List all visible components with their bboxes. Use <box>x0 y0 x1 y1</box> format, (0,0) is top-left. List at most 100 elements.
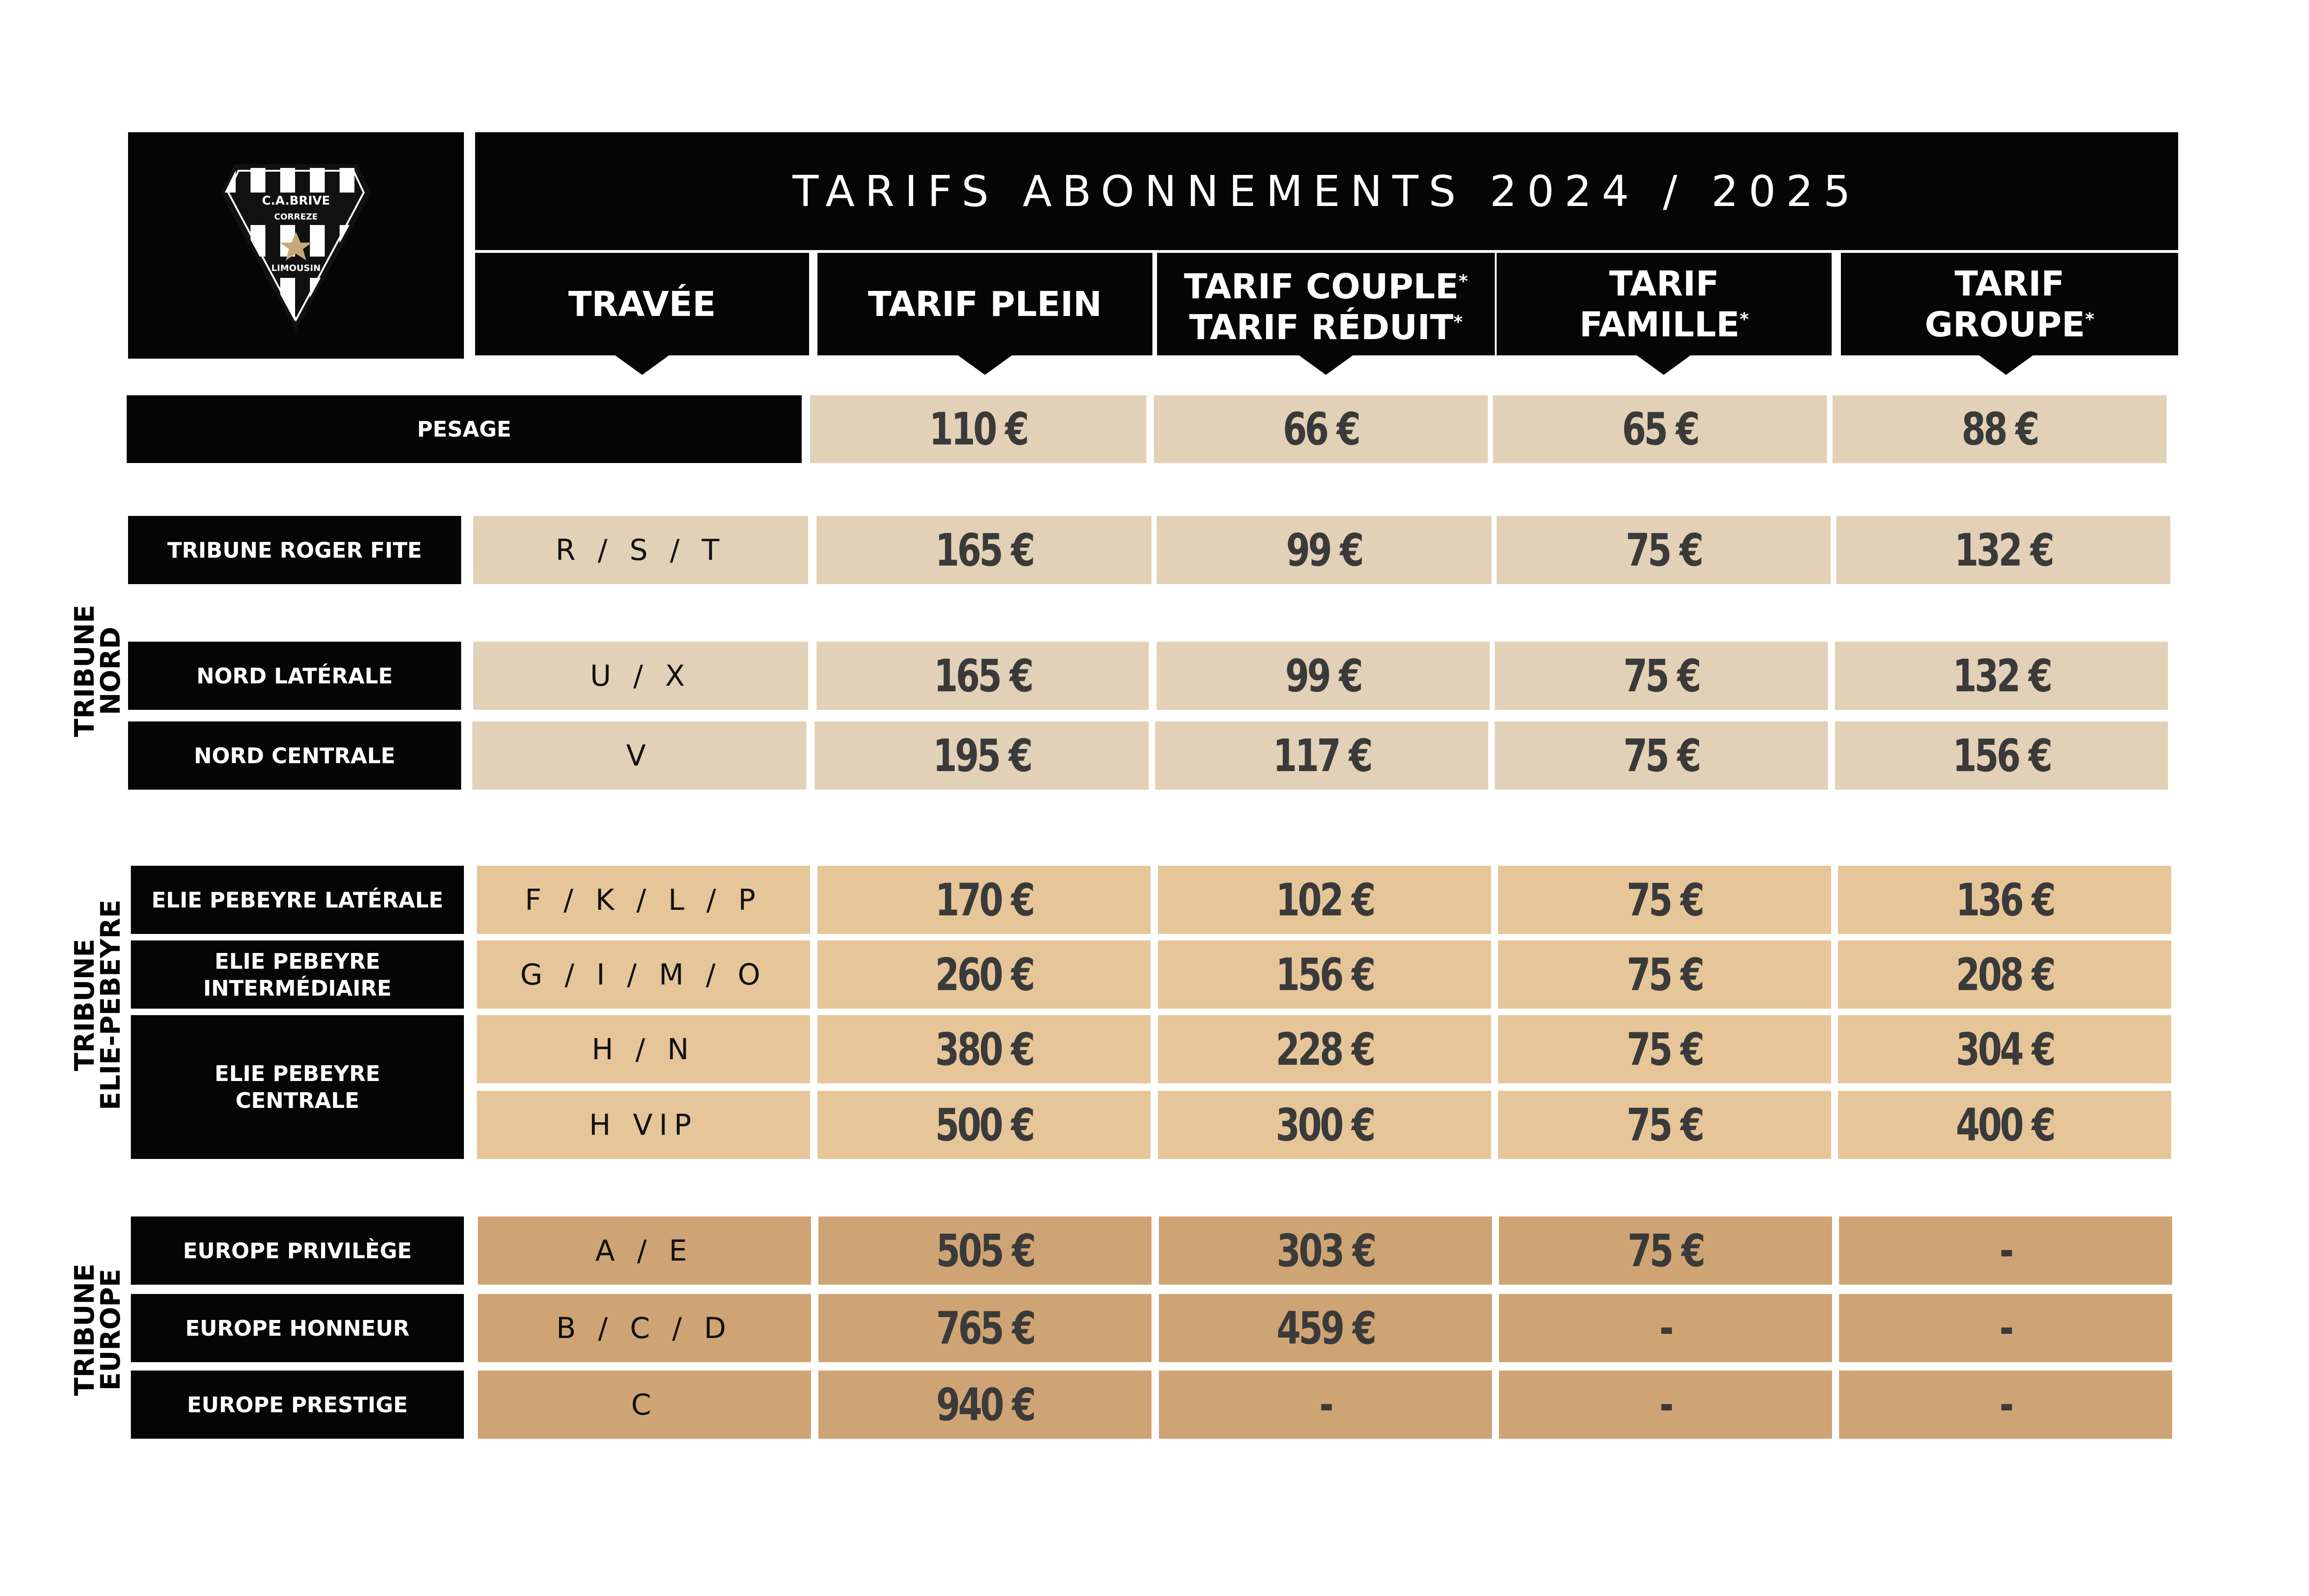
price-value: 99 € <box>1285 650 1363 702</box>
row-label-line-1: ELIE PEBEYRE <box>214 948 380 974</box>
price-cell-plein: 110 € <box>810 395 1146 463</box>
header-famille-label-2: FAMILLE <box>1579 304 1740 345</box>
price-cell-groupe: 132 € <box>1835 642 2168 710</box>
price-value: - <box>1319 1378 1334 1431</box>
club-logo-panel: C.A.BRIVE CORREZE LIMOUSIN <box>128 132 464 359</box>
price-value: 940 € <box>936 1378 1036 1431</box>
travee-cell: B / C / D <box>478 1294 811 1362</box>
group-label-tribune-europe: TRIBUNE EUROPE <box>69 1237 126 1422</box>
header-tarif-famille: TARIF FAMILLE* <box>1497 253 1832 355</box>
price-cell-plein: 165 € <box>817 516 1151 584</box>
row-label-line-2: CENTRALE <box>235 1088 360 1113</box>
price-cell-famille: - <box>1499 1371 1832 1439</box>
header-plein-label: TARIF PLEIN <box>868 284 1102 324</box>
club-crest-icon: C.A.BRIVE CORREZE LIMOUSIN <box>220 164 372 331</box>
price-cell-famille: - <box>1499 1294 1832 1362</box>
travee-value: B / C / D <box>556 1311 733 1345</box>
row-label-nord-centrale: NORD CENTRALE <box>128 721 461 790</box>
price-value: 380 € <box>935 1023 1035 1075</box>
travee-cell: V <box>472 721 806 790</box>
price-value: 208 € <box>1955 948 2056 1001</box>
header-travee-pointer-icon <box>615 355 669 375</box>
row-label-text: EUROPE HONNEUR <box>185 1315 410 1341</box>
travee-cell: A / E <box>478 1216 811 1285</box>
price-cell-couple: 99 € <box>1157 516 1492 584</box>
price-value: 400 € <box>1955 1099 2056 1151</box>
group-europe-line-1: TRIBUNE <box>69 1263 100 1396</box>
header-reduit-label: TARIF RÉDUIT <box>1189 307 1454 348</box>
header-famille-label-1: TARIF <box>1609 264 1719 304</box>
header-famille-line-2: FAMILLE* <box>1579 302 1749 342</box>
price-cell-couple: 300 € <box>1158 1091 1491 1159</box>
header-groupe-label-2: GROUPE <box>1924 304 2085 345</box>
price-value: - <box>1999 1378 2014 1431</box>
header-travee: TRAVÉE <box>475 253 809 355</box>
price-value: 75 € <box>1627 874 1704 926</box>
header-groupe-asterisk: * <box>2085 309 2095 329</box>
price-cell-famille: 75 € <box>1495 642 1828 710</box>
price-cell-famille: 75 € <box>1497 516 1831 584</box>
row-label-text: EUROPE PRIVILÈGE <box>183 1238 412 1263</box>
row-label-text: PESAGE <box>417 417 512 442</box>
travee-cell: H / N <box>477 1015 810 1083</box>
price-cell-plein: 170 € <box>817 866 1151 934</box>
group-europe-line-2: EUROPE <box>95 1268 126 1391</box>
header-famille-pointer-icon <box>1637 355 1691 375</box>
row-label-line-1: ELIE PEBEYRE <box>214 1061 380 1086</box>
price-cell-plein: 380 € <box>817 1015 1151 1083</box>
header-plein-pointer-icon <box>958 355 1012 375</box>
group-nord-line-1: TRIBUNE <box>69 605 100 737</box>
header-groupe-pointer-icon <box>1979 355 2033 375</box>
price-cell-couple: 117 € <box>1155 721 1488 790</box>
price-value: 110 € <box>929 403 1029 455</box>
travee-value: G / I / M / O <box>520 958 767 991</box>
price-cell-plein: 940 € <box>818 1371 1151 1439</box>
price-value: 66 € <box>1283 403 1361 455</box>
header-travee-label: TRAVÉE <box>568 284 716 324</box>
logo-name: C.A.BRIVE <box>262 194 330 208</box>
price-cell-groupe: 88 € <box>1833 395 2167 463</box>
row-label-text: NORD LATÉRALE <box>196 663 393 689</box>
price-value: 117 € <box>1273 729 1373 782</box>
page-title: TARIFS ABONNEMENTS 2024 / 2025 <box>475 132 2178 250</box>
price-cell-groupe: 208 € <box>1838 940 2171 1009</box>
row-label-line-2: INTERMÉDIAIRE <box>203 975 392 1001</box>
price-value: 165 € <box>933 650 1034 702</box>
price-cell-couple: - <box>1159 1371 1492 1439</box>
row-label-text: EUROPE PRESTIGE <box>187 1392 408 1417</box>
row-label-elie-laterale: ELIE PEBEYRE LATÉRALE <box>131 866 464 934</box>
travee-value: R / S / T <box>555 533 726 567</box>
row-label-europe-honneur: EUROPE HONNEUR <box>131 1294 464 1362</box>
price-cell-couple: 156 € <box>1158 940 1491 1009</box>
price-cell-couple: 228 € <box>1158 1015 1491 1083</box>
page-title-text: TARIFS ABONNEMENTS 2024 / 2025 <box>792 166 1861 216</box>
price-value: 136 € <box>1955 874 2056 926</box>
price-value: 75 € <box>1623 650 1701 702</box>
price-cell-groupe: 400 € <box>1838 1091 2171 1159</box>
price-cell-couple: 66 € <box>1154 395 1488 463</box>
price-cell-plein: 765 € <box>818 1294 1151 1362</box>
price-value: 75 € <box>1627 1099 1704 1151</box>
price-value: 88 € <box>1962 403 2039 455</box>
price-value: 75 € <box>1626 524 1704 576</box>
header-famille-asterisk: * <box>1739 309 1749 329</box>
row-label-text: TRIBUNE ROGER FITE <box>167 537 422 563</box>
travee-cell: R / S / T <box>473 516 808 584</box>
travee-value: H VIP <box>589 1108 698 1142</box>
row-label-elie-centrale: ELIE PEBEYRE CENTRALE <box>131 1015 464 1159</box>
travee-cell: C <box>478 1371 811 1439</box>
price-cell-famille: 75 € <box>1498 1015 1831 1083</box>
price-value: 303 € <box>1276 1224 1376 1277</box>
travee-cell: G / I / M / O <box>477 940 810 1009</box>
row-label-pesage: PESAGE <box>127 395 802 463</box>
price-cell-couple: 99 € <box>1157 642 1490 710</box>
price-value: 65 € <box>1622 403 1700 455</box>
logo-sub: CORREZE <box>274 212 318 222</box>
group-elie-line-2: ELIE-PEBEYRE <box>95 899 126 1111</box>
price-value: 75 € <box>1627 1023 1704 1075</box>
price-cell-famille: 75 € <box>1498 1091 1831 1159</box>
travee-cell: H VIP <box>477 1091 810 1159</box>
price-value: 99 € <box>1286 524 1364 576</box>
price-cell-groupe: - <box>1839 1216 2172 1285</box>
price-value: 505 € <box>936 1224 1036 1277</box>
